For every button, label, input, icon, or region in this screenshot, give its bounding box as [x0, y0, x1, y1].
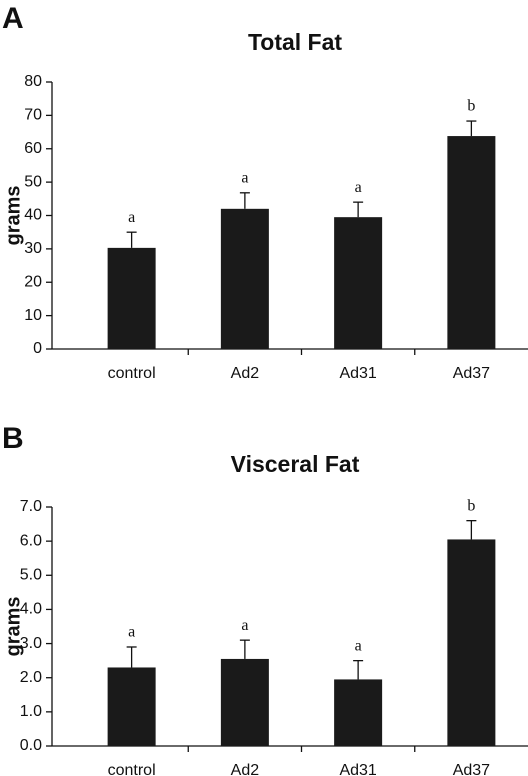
bar — [220, 208, 269, 349]
y-tick-label: 10 — [24, 307, 42, 324]
panel-label: B — [2, 422, 24, 455]
y-axis-label: grams — [2, 185, 24, 245]
y-tick-label: 6.0 — [20, 532, 42, 549]
annotation: a — [241, 617, 248, 634]
bar — [447, 136, 496, 349]
y-tick-label: 70 — [24, 107, 42, 124]
y-tick-label: 0.0 — [20, 737, 42, 754]
annotation: b — [467, 497, 475, 514]
x-tick-label: Ad2 — [231, 762, 260, 776]
bar — [334, 679, 383, 746]
y-tick-label: 60 — [24, 140, 42, 157]
y-tick-label: 3.0 — [20, 635, 42, 652]
x-tick-label: Ad2 — [231, 365, 260, 382]
annotation: b — [467, 98, 475, 115]
annotation: a — [355, 179, 362, 196]
x-tick-label: control — [108, 365, 156, 382]
chart-title: Visceral Fat — [231, 451, 360, 477]
bar — [447, 539, 496, 746]
chart-title: Total Fat — [248, 29, 342, 55]
x-tick-label: Ad37 — [453, 365, 490, 382]
annotation: a — [241, 169, 248, 186]
annotation: a — [355, 637, 362, 654]
y-tick-label: 30 — [24, 240, 42, 257]
y-tick-label: 80 — [24, 73, 42, 90]
x-tick-label: control — [108, 762, 156, 776]
y-tick-label: 4.0 — [20, 601, 42, 618]
y-tick-label: 7.0 — [20, 498, 42, 515]
y-tick-label: 2.0 — [20, 669, 42, 686]
annotation: a — [128, 624, 135, 641]
bar — [107, 247, 156, 349]
bar — [334, 217, 383, 349]
y-axis-label: grams — [2, 596, 24, 656]
panel-label: A — [2, 2, 24, 35]
x-tick-label: Ad37 — [453, 762, 490, 776]
bar — [220, 658, 269, 746]
y-tick-label: 5.0 — [20, 567, 42, 584]
y-tick-label: 0 — [33, 340, 42, 357]
y-tick-label: 40 — [24, 207, 42, 224]
y-tick-label: 20 — [24, 273, 42, 290]
x-tick-label: Ad31 — [339, 365, 376, 382]
x-tick-label: Ad31 — [339, 762, 376, 776]
y-tick-label: 1.0 — [20, 703, 42, 720]
y-tick-label: 50 — [24, 173, 42, 190]
bar — [107, 667, 156, 746]
annotation: a — [128, 209, 135, 226]
